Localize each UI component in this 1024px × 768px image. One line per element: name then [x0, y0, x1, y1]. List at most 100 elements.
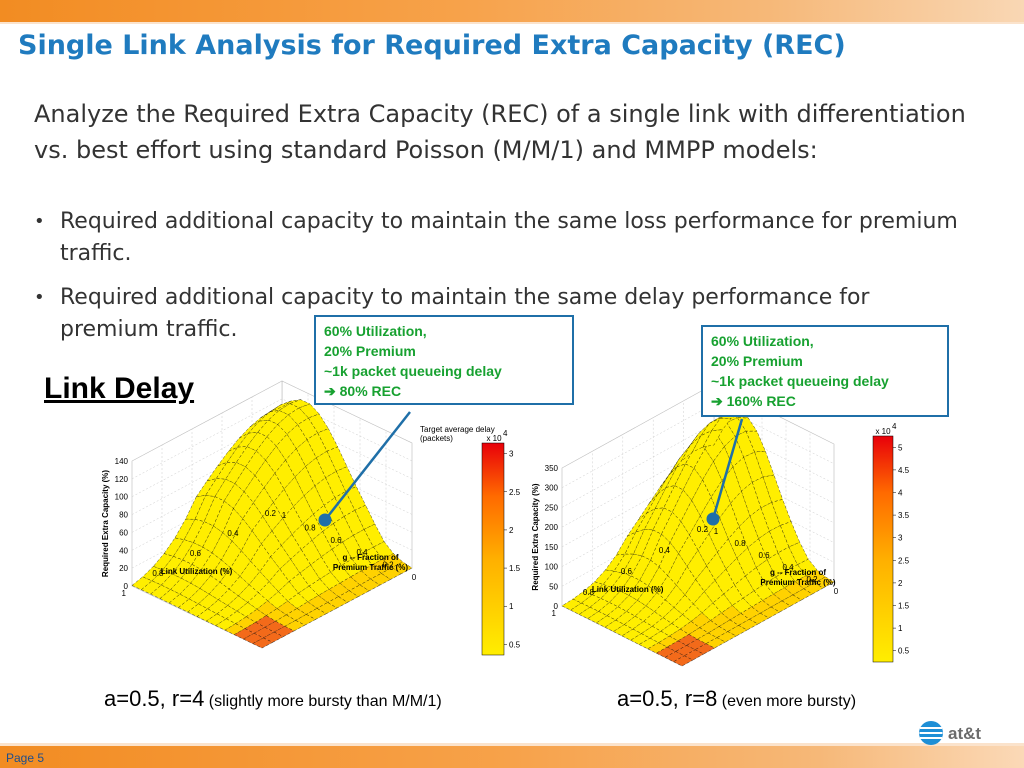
colorbar — [481, 442, 505, 656]
surface-patch — [764, 576, 785, 595]
surface-patch — [595, 615, 617, 628]
surface-patch — [256, 436, 277, 461]
surface-patch — [572, 591, 593, 604]
surface-patch — [704, 580, 724, 604]
surface-patch — [615, 611, 636, 625]
x-tick-label: 1 — [122, 589, 127, 598]
z-tick-label: 100 — [545, 563, 559, 572]
surface-patch — [707, 626, 729, 638]
surface-patch — [267, 591, 288, 609]
surface-patch — [291, 523, 313, 550]
callout-line: ➔ 160% REC — [711, 393, 796, 409]
section-heading: Link Delay — [44, 372, 195, 405]
surface-patch — [162, 556, 183, 575]
surface-patch — [745, 430, 766, 453]
surface-patch — [665, 463, 686, 488]
surface-patch — [805, 569, 826, 583]
colorbar-tick-label: 4 — [898, 489, 903, 498]
callout-dot-right — [706, 512, 720, 526]
x-axis-label: Link Utilization (%) — [592, 585, 664, 594]
surface-patch — [239, 560, 261, 585]
surface-patch — [271, 400, 292, 412]
surface-patch — [797, 558, 818, 576]
bullet-text: Required additional capacity to maintain… — [60, 285, 870, 342]
surface-patch — [714, 568, 735, 595]
colorbar-exponent-power: 4 — [503, 429, 508, 438]
surface-patch — [268, 410, 289, 425]
x-tick-label: 1 — [552, 609, 557, 618]
z-tick-label: 40 — [119, 546, 128, 555]
surface-patch — [667, 553, 688, 586]
surface-patch — [771, 499, 792, 526]
surface-patch — [672, 489, 692, 522]
x-tick-label: 0.2 — [697, 525, 709, 534]
z-tick-label: 250 — [545, 503, 559, 512]
surface-patch — [620, 575, 640, 596]
surface-patch — [682, 467, 703, 501]
surface-patch — [285, 608, 307, 621]
bullet-dot-icon: • — [34, 211, 45, 232]
z-tick-label: 140 — [115, 457, 129, 466]
z-tick-label: 20 — [119, 564, 128, 573]
bottom-accent-bar — [0, 746, 1024, 768]
chart-caption-left: a=0.5, r=4 (slightly more bursty than M/… — [104, 686, 442, 712]
caption-params: a=0.5, r=4 — [104, 686, 205, 711]
surface-patch — [743, 451, 764, 483]
surface-patch — [343, 509, 365, 536]
surface-patch — [215, 462, 237, 480]
surface-patch — [268, 568, 290, 592]
z-tick-label: 80 — [119, 511, 128, 520]
surface-patch — [265, 445, 286, 474]
surface-patch — [686, 549, 707, 580]
surface-patch — [210, 559, 231, 583]
surface-patch — [246, 432, 268, 452]
z-grid-line — [131, 398, 413, 480]
y-tick-label: 0.8 — [304, 523, 316, 532]
colorbar-tick-label: 5 — [898, 443, 903, 452]
surface-patch — [633, 529, 654, 557]
y-axis-label: g -- Fraction of — [343, 553, 399, 562]
surface-patch — [323, 497, 345, 524]
colorbar-tick-label: 3 — [898, 534, 903, 543]
surface-patch — [183, 519, 205, 543]
intro-paragraph: Analyze the Required Extra Capacity (REC… — [34, 100, 966, 164]
surface-patch — [749, 612, 770, 625]
surface-patch — [206, 461, 228, 482]
surface-patch — [649, 630, 670, 643]
surface-patch — [302, 513, 323, 541]
surface-patch — [719, 502, 740, 540]
x-tick-label: 0.8 — [583, 588, 595, 597]
colorbar-tick-label: 0.5 — [898, 647, 910, 656]
surface-patch — [702, 429, 723, 448]
x-tick-label: 0.6 — [190, 549, 202, 558]
surface-patch — [243, 474, 265, 503]
z-tick-label: 0 — [554, 602, 559, 611]
surface-patch — [142, 566, 164, 582]
colorbar-tick-label: 1.5 — [509, 564, 521, 573]
surface-patch — [321, 548, 342, 573]
surface-patch — [702, 460, 723, 498]
surface-patch — [233, 491, 254, 519]
colorbar-tick-label: 3 — [509, 450, 514, 459]
surface-patch — [751, 600, 772, 614]
surface-patch — [657, 466, 678, 495]
surface-patch — [632, 620, 653, 634]
colorbar-tick-label: 1 — [509, 602, 514, 611]
surface-patch — [178, 598, 199, 613]
surface-patch — [187, 603, 209, 617]
surface-patch — [690, 612, 711, 628]
att-logo: at&t — [919, 721, 981, 745]
att-globe-icon — [919, 721, 943, 745]
surface-patch — [623, 615, 645, 630]
surface-patch — [644, 507, 664, 531]
surface-patch — [651, 617, 673, 632]
caption-params: a=0.5, r=8 — [617, 686, 718, 711]
x-tick-label: 0.8 — [152, 569, 164, 578]
surface-patch — [685, 444, 706, 469]
callout-line: ~1k packet queueing delay — [324, 363, 502, 379]
bottom-accent-line — [0, 743, 1024, 746]
surface-patch — [202, 525, 223, 554]
surface-patch — [738, 515, 759, 548]
top-accent-line — [0, 22, 1024, 24]
z-tick-label: 150 — [545, 543, 559, 552]
